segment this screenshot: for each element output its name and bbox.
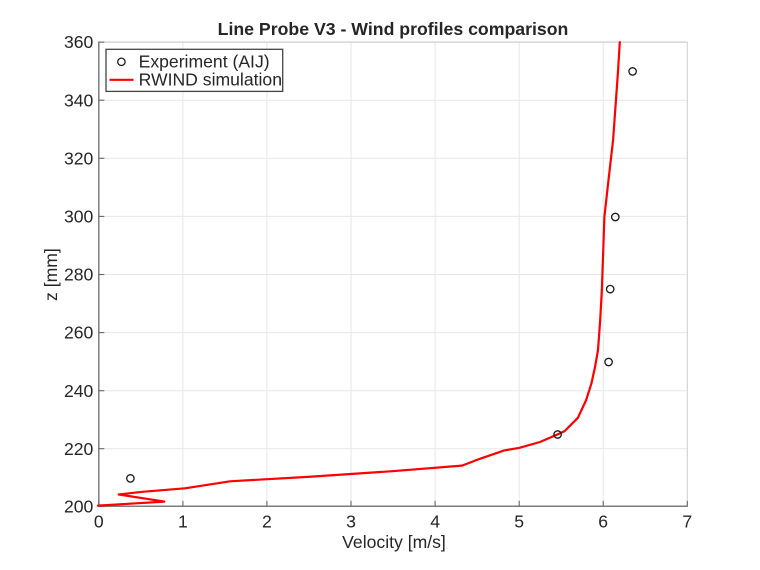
- svg-text:260: 260: [64, 323, 94, 343]
- svg-text:300: 300: [64, 207, 94, 227]
- svg-text:Experiment (AIJ): Experiment (AIJ): [139, 51, 270, 71]
- svg-text:220: 220: [64, 439, 94, 459]
- svg-text:280: 280: [64, 265, 94, 285]
- svg-text:6: 6: [598, 511, 608, 531]
- svg-text:Line Probe V3 - Wind profiles: Line Probe V3 - Wind profiles comparison: [218, 19, 569, 39]
- svg-text:320: 320: [64, 148, 94, 168]
- svg-text:5: 5: [514, 511, 524, 531]
- svg-text:3: 3: [346, 511, 356, 531]
- svg-text:200: 200: [64, 496, 94, 516]
- svg-text:0: 0: [94, 511, 104, 531]
- svg-text:RWIND simulation: RWIND simulation: [139, 69, 282, 89]
- svg-text:7: 7: [682, 511, 692, 531]
- svg-text:1: 1: [178, 511, 188, 531]
- svg-text:Velocity [m/s]: Velocity [m/s]: [342, 532, 446, 552]
- svg-text:340: 340: [64, 90, 94, 110]
- svg-text:360: 360: [64, 32, 94, 52]
- svg-text:2: 2: [262, 511, 272, 531]
- svg-text:240: 240: [64, 381, 94, 401]
- svg-text:z [mm]: z [mm]: [41, 248, 61, 301]
- svg-text:4: 4: [430, 511, 440, 531]
